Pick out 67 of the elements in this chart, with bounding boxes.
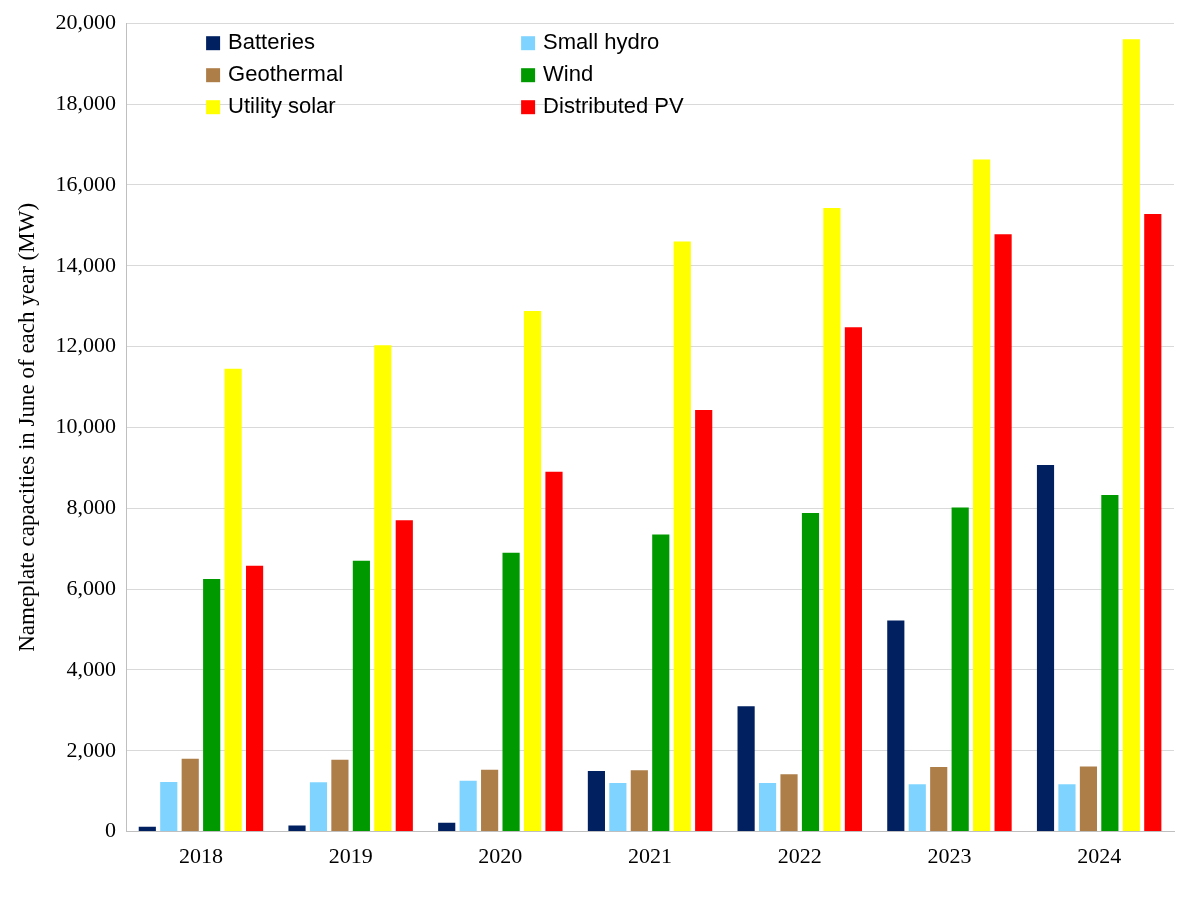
y-tick-label: 16,000 [55,170,117,196]
bar [203,578,221,832]
bar [224,368,242,832]
bar [1101,494,1119,832]
bar [973,159,991,832]
legend-label: Batteries [228,29,315,55]
bar [309,782,328,832]
bar [908,784,926,832]
bar [288,825,306,832]
y-tick-label: 10,000 [55,413,117,439]
bar [246,565,264,832]
legend-label: Utility solar [228,93,336,119]
bar [523,310,542,832]
legend-label: Small hydro [543,29,660,55]
bar [502,552,520,832]
bar [673,241,691,832]
bar [758,783,777,832]
bar [1144,213,1162,832]
bar [695,410,713,832]
bar [737,706,755,832]
bar [844,327,862,832]
bar [930,766,948,832]
y-tick-label: 6,000 [66,574,117,600]
bar [481,769,499,832]
x-tick-label: 2019 [328,842,373,868]
bar [331,759,349,832]
bar [1122,39,1140,832]
bar [438,822,456,832]
y-tick-label: 18,000 [55,89,117,115]
y-axis-title: Nameplate capacities in June of each year (MW) [13,202,39,652]
bar [1036,464,1055,832]
bar [374,345,392,832]
x-tick-label: 2024 [1077,842,1122,868]
bar [395,520,413,832]
bar [994,234,1012,832]
bar [138,826,156,832]
y-tick-label: 8,000 [66,494,117,520]
y-tick-label: 0 [105,817,117,843]
bar [887,620,905,832]
x-tick-label: 2018 [178,842,223,868]
y-tick-label: 2,000 [66,736,117,762]
y-tick-label: 12,000 [55,332,117,358]
x-tick-label: 2020 [478,842,523,868]
bar [630,770,648,832]
bar [181,758,199,832]
legend-label: Geothermal [228,61,344,87]
bar [1079,766,1097,832]
legend-label: Distributed PV [543,93,685,119]
y-tick-label: 14,000 [55,251,117,277]
bar [352,560,370,832]
bar [459,780,477,832]
bar [801,513,820,832]
bar [780,774,798,832]
y-tick-label: 4,000 [66,655,117,681]
bar [652,534,670,832]
bar [587,770,605,832]
bar [823,207,841,832]
x-tick-label: 2021 [628,842,673,868]
bar [609,783,627,832]
legend-label: Wind [543,61,594,87]
bar [545,471,563,832]
bar [160,781,178,832]
x-tick-label: 2023 [927,842,972,868]
bar [1058,784,1076,832]
x-tick-label: 2022 [777,842,822,868]
y-tick-label: 20,000 [55,8,117,34]
bar [951,507,969,832]
